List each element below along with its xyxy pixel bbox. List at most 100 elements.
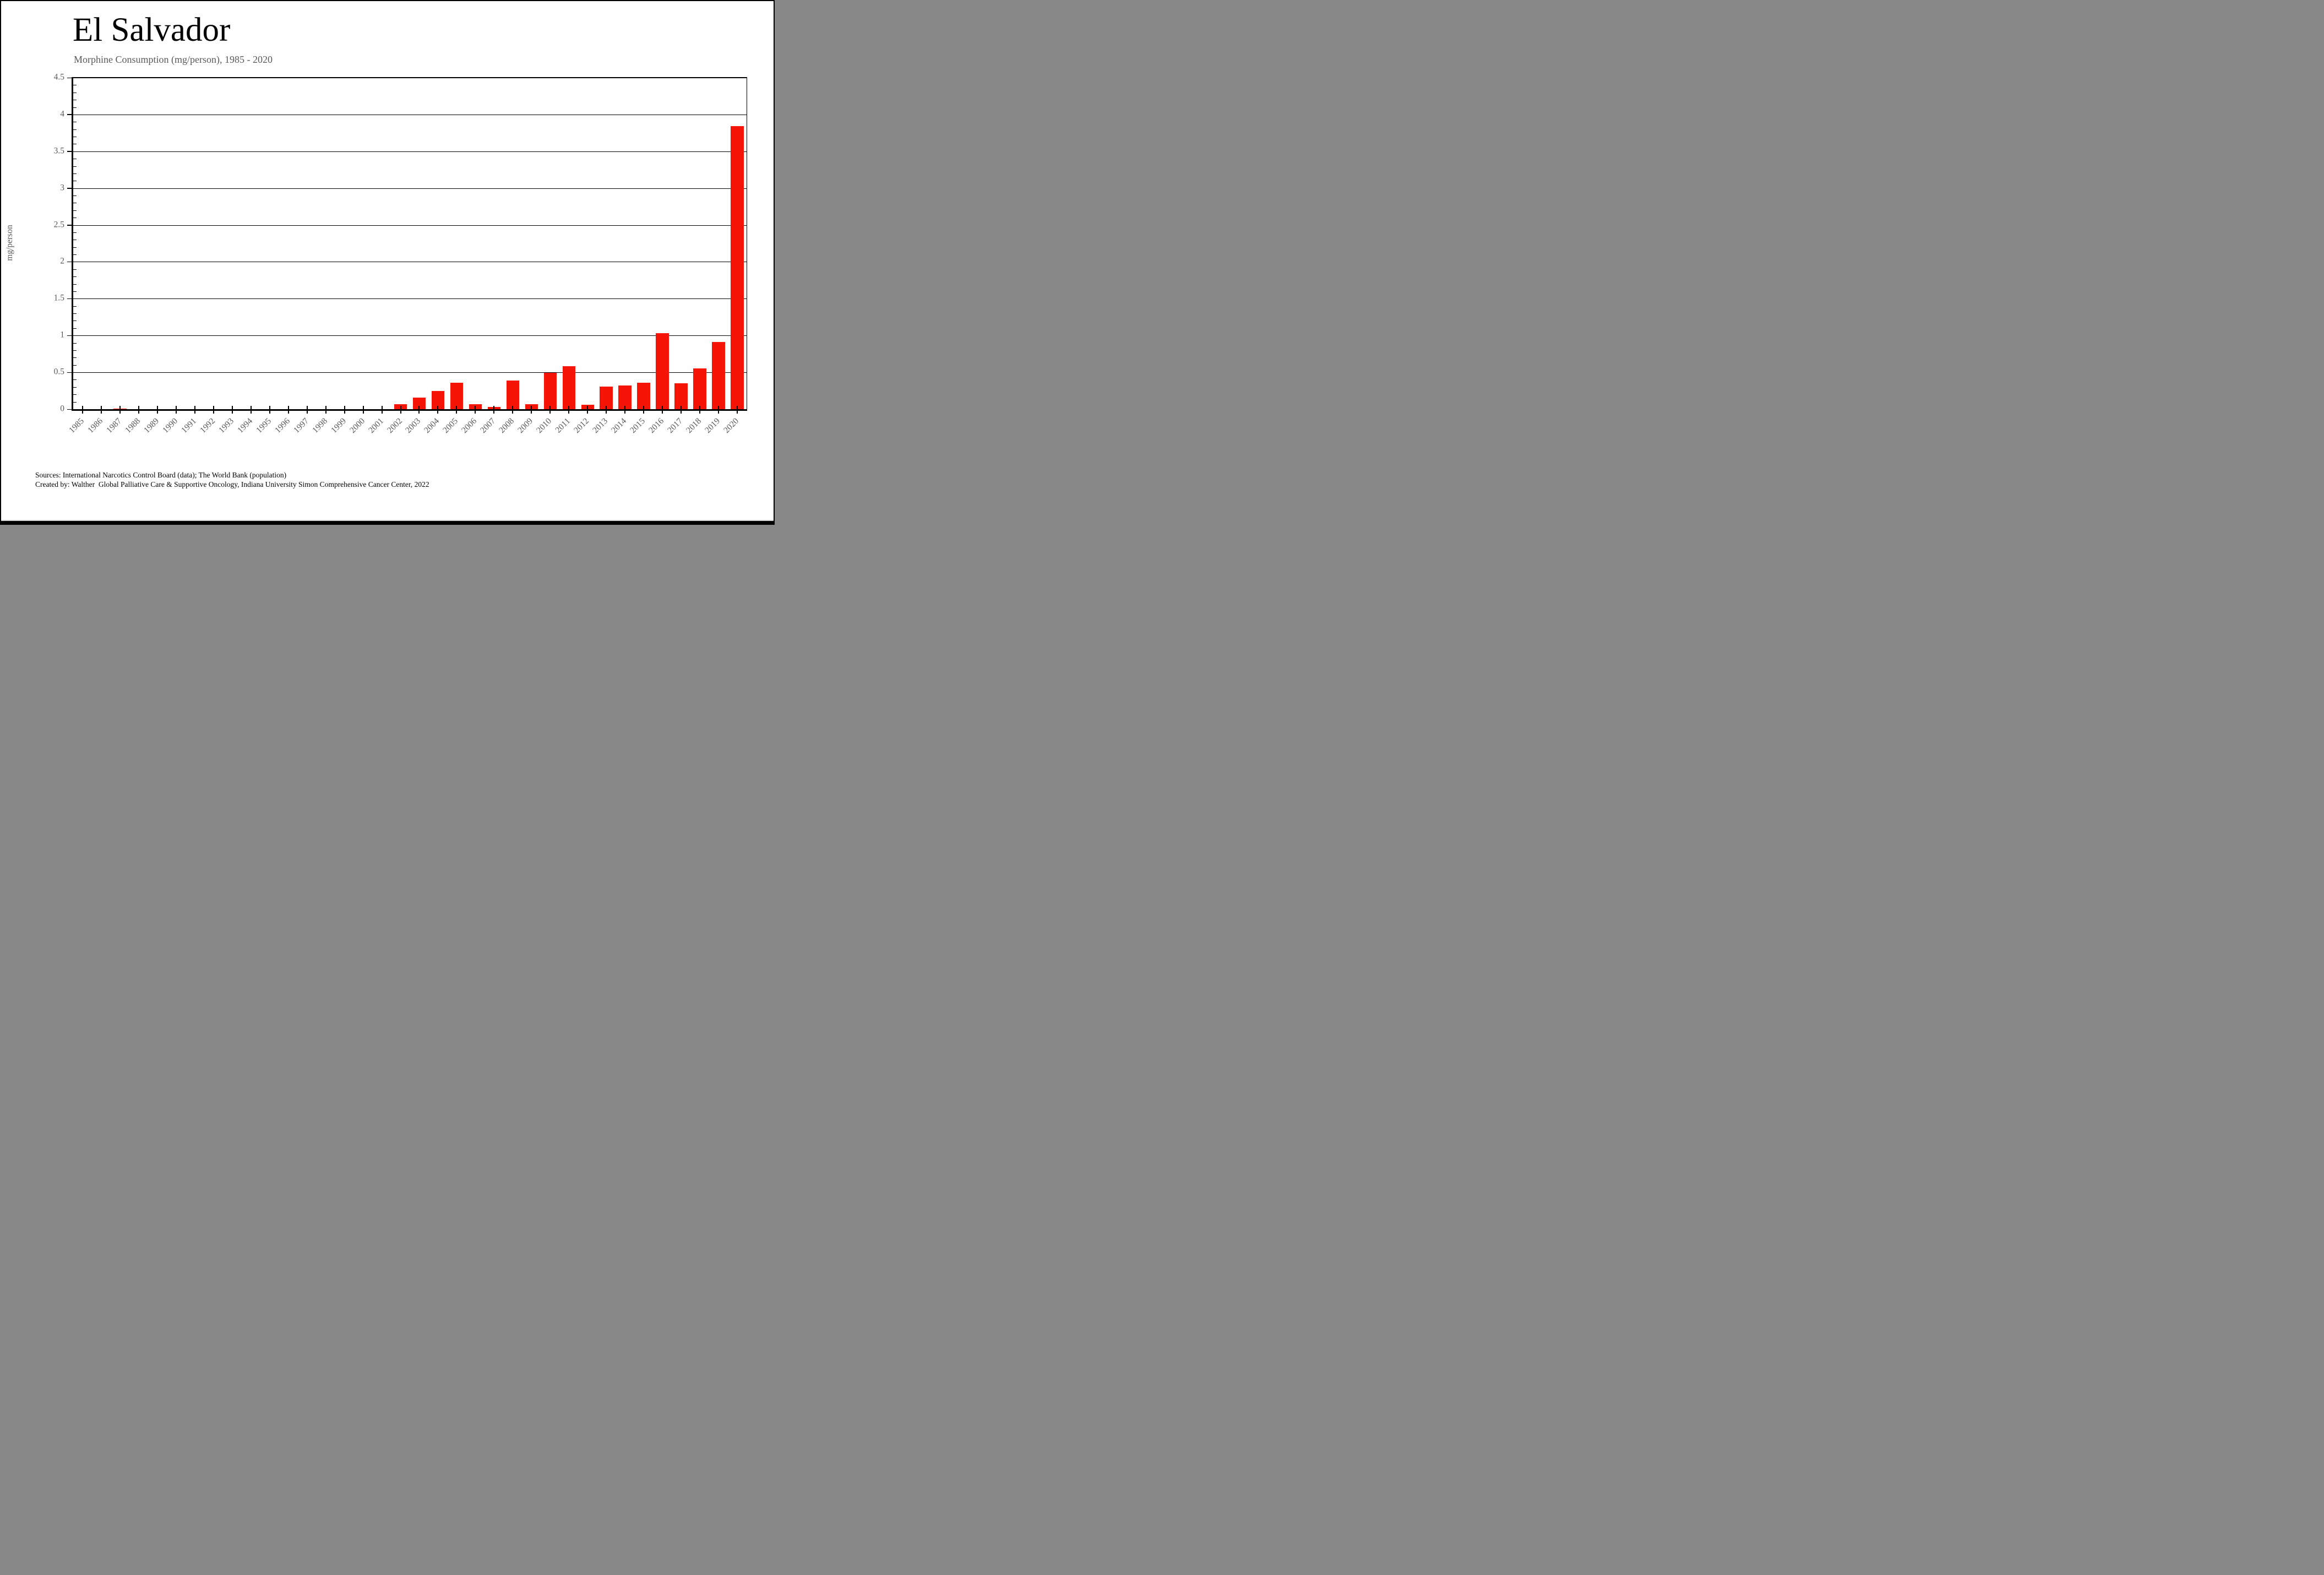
x-tick: [362, 406, 364, 414]
x-tick: [643, 406, 645, 414]
bar-2010: [543, 373, 557, 409]
bar-2018: [693, 368, 706, 409]
x-tick: [156, 406, 158, 414]
y-minor-tick: [73, 313, 77, 314]
y-minor-tick: [73, 306, 77, 307]
x-tick-label: 1994: [235, 416, 254, 435]
x-tick: [81, 406, 83, 414]
x-tick: [531, 406, 532, 414]
y-major-tick: [67, 261, 72, 263]
x-tick-label: 1985: [67, 416, 86, 435]
x-tick-label: 1992: [198, 416, 217, 435]
y-minor-tick: [73, 401, 77, 403]
bar-2005: [450, 382, 464, 409]
x-tick: [306, 406, 308, 414]
x-tick: [568, 406, 570, 414]
y-tick-label: 3.5: [53, 146, 64, 156]
y-minor-tick: [73, 394, 77, 395]
x-tick-label: 1998: [310, 416, 329, 435]
x-tick-label: 1987: [105, 416, 123, 435]
x-tick: [624, 406, 626, 414]
x-tick: [512, 406, 514, 414]
bottom-grayline: [1, 520, 774, 521]
y-minor-tick: [73, 232, 77, 233]
chart-canvas: El Salvador Morphine Consumption (mg/per…: [0, 0, 775, 525]
x-tick: [175, 406, 177, 414]
x-tick: [325, 406, 326, 414]
y-minor-tick: [73, 269, 77, 270]
x-tick: [662, 406, 663, 414]
x-tick-label: 1990: [160, 416, 179, 435]
bar-2020: [731, 126, 744, 409]
x-axis-labels: 1985 1986 1987 1988 1989 1990 1991 1992 1993 1994…: [67, 409, 745, 453]
footer-sources-line: Sources: International Narcotics Control…: [35, 471, 287, 479]
x-tick: [213, 406, 214, 414]
y-minor-tick: [73, 284, 77, 285]
x-tick-label: 1989: [141, 416, 161, 435]
x-tick-label: 2018: [684, 416, 704, 435]
bottom-bar: [1, 521, 774, 524]
y-minor-tick: [73, 291, 77, 292]
gridline: [73, 372, 747, 373]
bar-2019: [712, 342, 725, 409]
x-tick-label: 2019: [703, 416, 722, 435]
x-tick-label: 1988: [123, 416, 142, 435]
x-tick-label: 2015: [628, 416, 647, 435]
x-tick: [287, 406, 289, 414]
x-tick-label: 2000: [347, 416, 367, 435]
x-tick: [231, 406, 233, 414]
footer: Sources: International Narcotics Control…: [35, 470, 429, 489]
bar-2014: [618, 385, 632, 409]
gridline: [73, 151, 747, 152]
bar-2011: [562, 366, 575, 409]
x-tick: [475, 406, 476, 414]
x-tick: [100, 406, 102, 414]
x-tick-label: 2013: [591, 416, 610, 435]
x-tick-label: 2001: [366, 416, 385, 435]
x-tick-label: 1993: [216, 416, 236, 435]
x-tick-label: 2007: [478, 416, 498, 435]
y-minor-tick: [73, 350, 77, 351]
gridline: [73, 225, 747, 226]
x-tick: [718, 406, 720, 414]
y-minor-tick: [73, 379, 77, 381]
y-tick-label: 4.5: [53, 72, 64, 82]
y-minor-tick: [73, 129, 77, 130]
gridline: [73, 188, 747, 189]
y-major-tick: [67, 188, 72, 189]
x-tick: [194, 406, 195, 414]
x-tick-label: 1991: [179, 416, 198, 435]
x-tick-label: 2008: [497, 416, 516, 435]
y-major-tick: [67, 114, 72, 115]
y-minor-tick: [73, 343, 77, 344]
footer-created-by-line: Created by: Walther Global Palliative Ca…: [35, 480, 429, 488]
bar-2015: [637, 382, 650, 409]
chart-title: El Salvador: [73, 12, 231, 48]
x-tick-label: 1995: [254, 416, 273, 435]
y-tick-label: 1.5: [53, 293, 64, 303]
x-tick-label: 2016: [647, 416, 666, 435]
x-tick-label: 2003: [404, 416, 423, 435]
y-minor-tick: [73, 365, 77, 366]
x-tick-label: 2012: [572, 416, 591, 435]
chart-subtitle: Morphine Consumption (mg/person), 1985 -…: [74, 54, 273, 65]
plot-area: [67, 77, 747, 414]
x-tick-label: 2014: [609, 416, 629, 435]
y-tick-label: 3: [60, 183, 64, 193]
y-minor-tick: [73, 195, 77, 197]
bar-2016: [656, 333, 669, 409]
y-major-tick: [67, 372, 72, 373]
x-tick: [493, 406, 495, 414]
y-minor-tick: [73, 357, 77, 359]
bar-2013: [600, 386, 613, 409]
x-tick: [681, 406, 682, 414]
bar-2003: [412, 397, 426, 409]
x-tick-label: 2020: [722, 416, 741, 435]
x-tick-label: 2009: [516, 416, 535, 435]
y-major-tick: [67, 298, 72, 300]
x-tick-label: 2006: [460, 416, 479, 435]
y-tick-label: 2: [60, 256, 64, 266]
x-tick: [699, 406, 701, 414]
x-tick-label: 2010: [535, 416, 554, 435]
y-tick-label: 2.5: [53, 220, 64, 230]
